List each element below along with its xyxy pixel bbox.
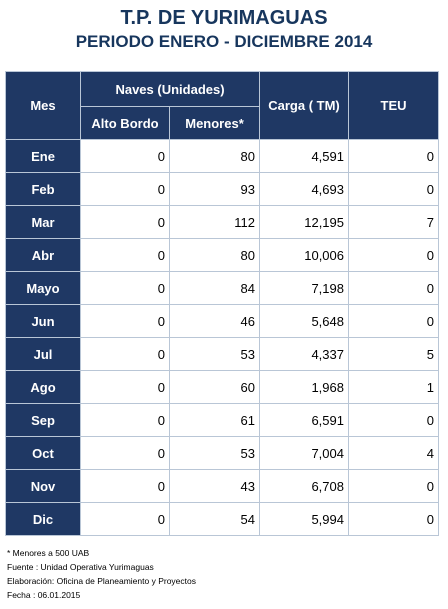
cell-menores: 43 (169, 469, 260, 503)
cell-menores: 93 (169, 172, 260, 206)
cell-carga: 12,195 (259, 205, 349, 239)
table-row: Jun 0 46 5,648 0 (5, 304, 439, 338)
report-header: T.P. DE YURIMAGUAS PERIODO ENERO - DICIE… (0, 6, 448, 53)
cell-mes: Mar (5, 205, 81, 239)
table-row: Oct 0 53 7,004 4 (5, 436, 439, 470)
cell-carga: 4,591 (259, 139, 349, 173)
cell-teu: 4 (348, 436, 439, 470)
cell-teu: 0 (348, 172, 439, 206)
cell-mes: Jun (5, 304, 81, 338)
table-row: Mar 0 112 12,195 7 (5, 205, 439, 239)
cell-carga: 6,591 (259, 403, 349, 437)
cell-menores: 61 (169, 403, 260, 437)
cell-menores: 46 (169, 304, 260, 338)
table-row: Feb 0 93 4,693 0 (5, 172, 439, 206)
cell-carga: 4,337 (259, 337, 349, 371)
footnotes: * Menores a 500 UAB Fuente : Unidad Oper… (7, 546, 196, 602)
column-header-alto-bordo: Alto Bordo (80, 106, 170, 140)
cell-teu: 1 (348, 370, 439, 404)
cell-mes: Ene (5, 139, 81, 173)
cell-menores: 53 (169, 436, 260, 470)
cell-alto-bordo: 0 (80, 271, 170, 305)
cell-alto-bordo: 0 (80, 304, 170, 338)
table-row: Dic 0 54 5,994 0 (5, 502, 439, 536)
cell-menores: 80 (169, 238, 260, 272)
table-body: Ene 0 80 4,591 0 Feb 0 93 4,693 0 Mar 0 112 12,195 7 Ab… (5, 139, 439, 536)
cell-teu: 0 (348, 502, 439, 536)
table-row: Ene 0 80 4,591 0 (5, 139, 439, 173)
cell-mes: Oct (5, 436, 81, 470)
footnote-fuente: Fuente : Unidad Operativa Yurimaguas (7, 562, 154, 572)
cell-carga: 10,006 (259, 238, 349, 272)
cell-menores: 80 (169, 139, 260, 173)
cell-carga: 5,648 (259, 304, 349, 338)
cell-alto-bordo: 0 (80, 337, 170, 371)
cell-mes: Abr (5, 238, 81, 272)
table-row: Ago 0 60 1,968 1 (5, 370, 439, 404)
cell-carga: 5,994 (259, 502, 349, 536)
cell-menores: 60 (169, 370, 260, 404)
cell-menores: 54 (169, 502, 260, 536)
cell-teu: 0 (348, 139, 439, 173)
cell-carga: 1,968 (259, 370, 349, 404)
cell-alto-bordo: 0 (80, 403, 170, 437)
cell-teu: 0 (348, 469, 439, 503)
column-header-menores: Menores* (169, 106, 260, 140)
cell-menores: 112 (169, 205, 260, 239)
table-row: Mayo 0 84 7,198 0 (5, 271, 439, 305)
report-subtitle: PERIODO ENERO - DICIEMBRE 2014 (75, 32, 373, 51)
cell-alto-bordo: 0 (80, 469, 170, 503)
cell-mes: Jul (5, 337, 81, 371)
footnote-menores: * Menores a 500 UAB (7, 548, 90, 558)
cell-mes: Mayo (5, 271, 81, 305)
column-header-mes: Mes (5, 71, 81, 140)
cell-alto-bordo: 0 (80, 238, 170, 272)
cell-mes: Ago (5, 370, 81, 404)
table-row: Sep 0 61 6,591 0 (5, 403, 439, 437)
cell-carga: 4,693 (259, 172, 349, 206)
cell-menores: 84 (169, 271, 260, 305)
cell-menores: 53 (169, 337, 260, 371)
cell-teu: 5 (348, 337, 439, 371)
footnote-fecha: Fecha : 06.01.2015 (7, 590, 81, 600)
table-row: Abr 0 80 10,006 0 (5, 238, 439, 272)
cell-alto-bordo: 0 (80, 172, 170, 206)
cell-carga: 7,004 (259, 436, 349, 470)
column-group-naves: Naves (Unidades) (80, 71, 260, 107)
cell-alto-bordo: 0 (80, 139, 170, 173)
cell-mes: Feb (5, 172, 81, 206)
cell-alto-bordo: 0 (80, 370, 170, 404)
column-header-teu: TEU (348, 71, 439, 140)
cell-mes: Sep (5, 403, 81, 437)
port-statistics-table: Mes Naves (Unidades) Carga ( TM) TEU Alt… (5, 71, 439, 536)
cell-teu: 0 (348, 403, 439, 437)
report-title: T.P. DE YURIMAGUAS (120, 7, 328, 29)
cell-teu: 7 (348, 205, 439, 239)
cell-carga: 7,198 (259, 271, 349, 305)
table-row: Jul 0 53 4,337 5 (5, 337, 439, 371)
cell-teu: 0 (348, 271, 439, 305)
table-row: Nov 0 43 6,708 0 (5, 469, 439, 503)
cell-alto-bordo: 0 (80, 436, 170, 470)
cell-carga: 6,708 (259, 469, 349, 503)
column-header-carga: Carga ( TM) (259, 71, 349, 140)
cell-alto-bordo: 0 (80, 205, 170, 239)
cell-teu: 0 (348, 238, 439, 272)
footnote-elaboracion: Elaboración: Oficina de Planeamiento y P… (7, 576, 196, 586)
cell-teu: 0 (348, 304, 439, 338)
cell-alto-bordo: 0 (80, 502, 170, 536)
cell-mes: Nov (5, 469, 81, 503)
cell-mes: Dic (5, 502, 81, 536)
